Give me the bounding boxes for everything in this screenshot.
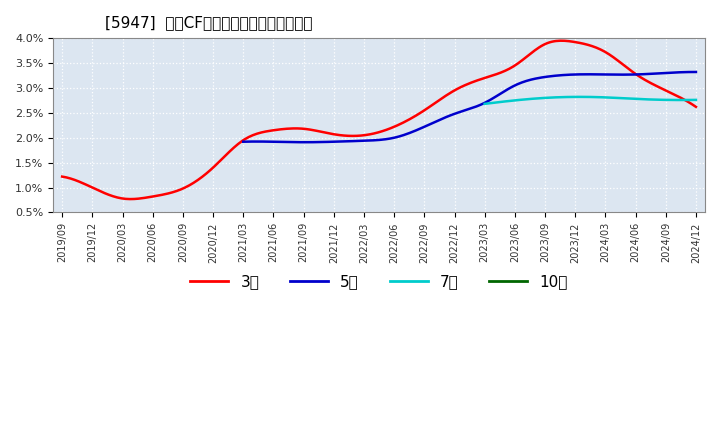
Text: [5947]  営業CFマージンの標準偏差の推移: [5947] 営業CFマージンの標準偏差の推移 xyxy=(105,15,312,30)
Legend: 3年, 5年, 7年, 10年: 3年, 5年, 7年, 10年 xyxy=(184,268,575,296)
